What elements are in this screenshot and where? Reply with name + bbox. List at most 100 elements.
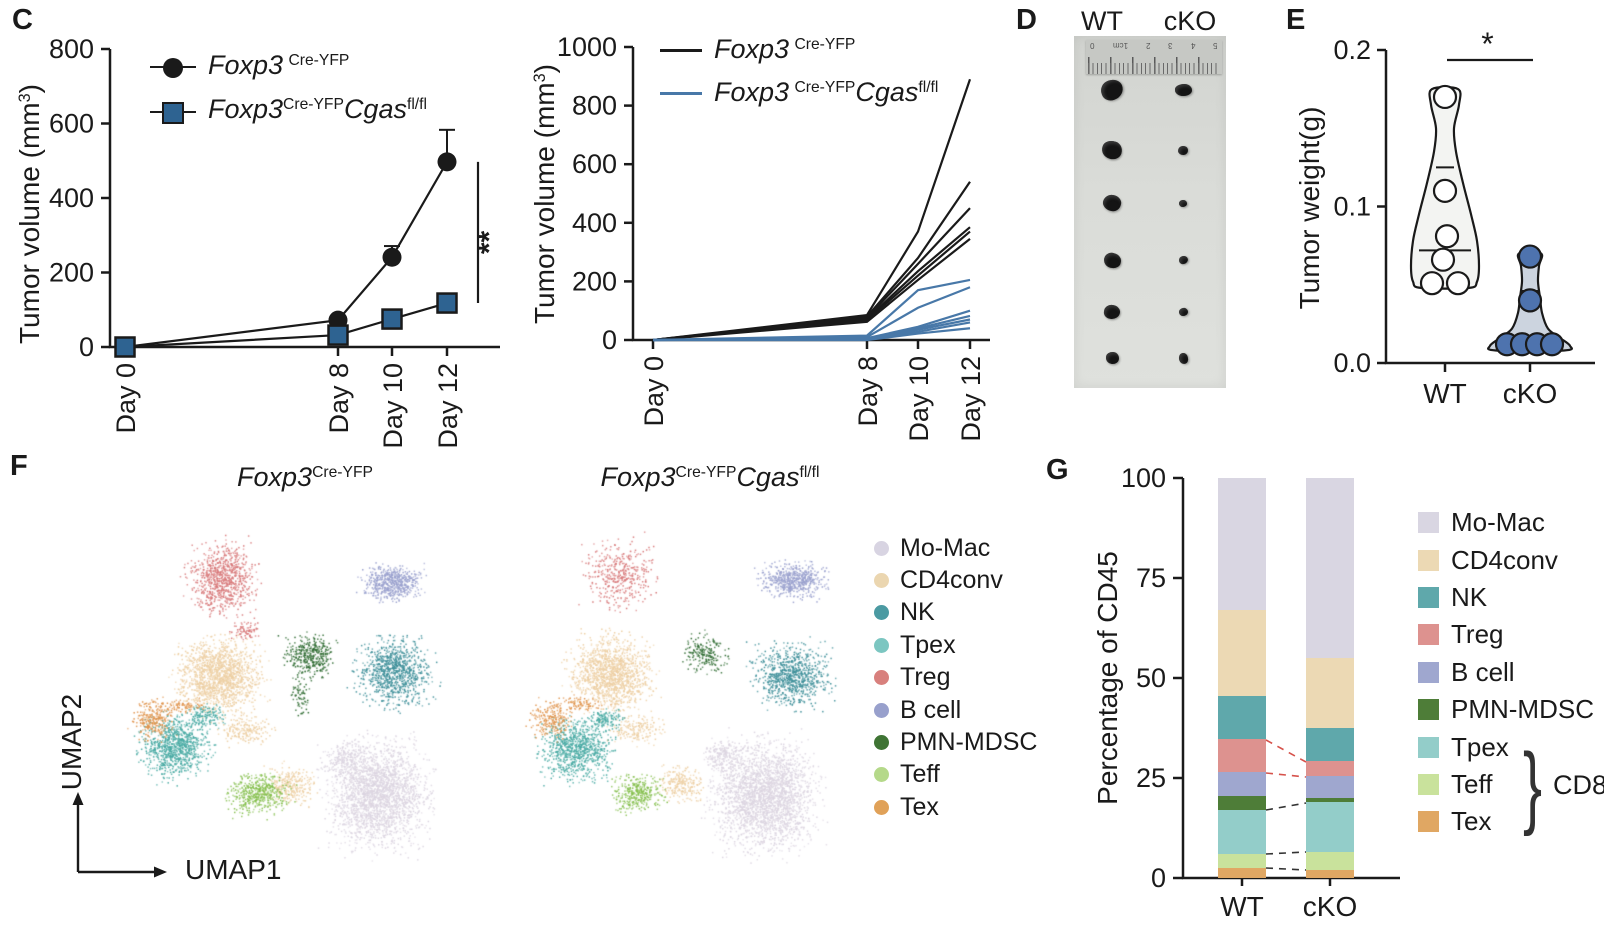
bcell-swatch bbox=[1418, 661, 1439, 683]
tumor-blob bbox=[1177, 255, 1189, 265]
svg-text:400: 400 bbox=[49, 183, 94, 213]
pmn-mdsc-swatch bbox=[1418, 699, 1439, 721]
legend-sup: fl/fl bbox=[918, 79, 939, 97]
tpex-swatch bbox=[1418, 736, 1439, 758]
panel-c-label: C bbox=[12, 4, 33, 36]
svg-text:800: 800 bbox=[572, 91, 617, 121]
svg-text:Day 10: Day 10 bbox=[904, 356, 934, 442]
svg-text:400: 400 bbox=[572, 208, 617, 238]
title-text: Foxp3 bbox=[237, 462, 313, 492]
svg-text:0.2: 0.2 bbox=[1333, 35, 1371, 65]
svg-text:1000: 1000 bbox=[557, 32, 617, 62]
tumor-blob bbox=[1099, 138, 1125, 162]
ylabel-text: ) bbox=[529, 64, 560, 74]
svg-text:WT: WT bbox=[1220, 891, 1264, 922]
bcell-swatch bbox=[874, 702, 889, 718]
legend-item: CD4conv bbox=[874, 564, 1038, 596]
svg-text:WT: WT bbox=[1423, 378, 1467, 409]
svg-text:50: 50 bbox=[1136, 663, 1166, 693]
umap2-axis-label: UMAP2 bbox=[56, 693, 87, 791]
svg-text:cKO: cKO bbox=[1303, 891, 1357, 922]
legend-item: PMN-MDSC bbox=[1418, 691, 1594, 728]
panel-d-label: D bbox=[1016, 4, 1037, 36]
title-sup: Cre-YFP bbox=[675, 464, 737, 482]
legend-sup: Cre-YFP bbox=[794, 79, 856, 97]
svg-text:cKO: cKO bbox=[1503, 378, 1557, 409]
ylabel-text: Tumor volume (mm bbox=[529, 82, 560, 325]
legend-item: Teff bbox=[874, 759, 1038, 791]
nk-swatch bbox=[1418, 586, 1439, 608]
legend-marker-circle bbox=[150, 58, 196, 78]
svg-text:200: 200 bbox=[572, 266, 617, 296]
column-label-cko: cKO bbox=[1163, 6, 1217, 36]
legend-item: NK bbox=[874, 597, 1038, 629]
svg-text:*: * bbox=[1481, 26, 1493, 62]
panel-e-label: E bbox=[1286, 4, 1306, 36]
legend-text: Foxp3 bbox=[208, 50, 284, 80]
legend-marker-square bbox=[150, 102, 196, 124]
legend-item: Teff bbox=[1418, 766, 1594, 803]
svg-text:0: 0 bbox=[79, 332, 94, 362]
panel-g-label: G bbox=[1046, 454, 1069, 486]
svg-text:600: 600 bbox=[49, 109, 94, 139]
tumor-blob bbox=[1177, 351, 1189, 365]
tumor-photo: 0 1cm 2 3 4 5 bbox=[1074, 36, 1226, 388]
tumor-blob bbox=[1103, 303, 1121, 321]
ruler-ticks bbox=[1088, 63, 1220, 74]
cd4conv-swatch bbox=[874, 573, 889, 589]
legend-foxp3-cgas: Foxp3 Cre-YFPCgasfl/fl bbox=[714, 77, 938, 108]
panel-f-label: F bbox=[10, 450, 28, 482]
tumor-blob bbox=[1102, 251, 1122, 269]
svg-text:100: 100 bbox=[1121, 463, 1166, 493]
ruler-number: 0 bbox=[1090, 41, 1095, 50]
title-sup: fl/fl bbox=[799, 464, 820, 482]
g-y-axis-title: Percentage of CD45 bbox=[1092, 551, 1123, 805]
legend-item: Mo-Mac bbox=[1418, 504, 1594, 541]
cd8-brace: } bbox=[1523, 735, 1543, 837]
legend-text: Foxp3 bbox=[714, 34, 790, 64]
nk-swatch bbox=[874, 605, 889, 621]
tumor-blob bbox=[1098, 76, 1126, 104]
svg-text:0.0: 0.0 bbox=[1333, 348, 1371, 378]
title-sup: Cre-YFP bbox=[312, 464, 373, 482]
legend-sup: fl/fl bbox=[406, 96, 427, 114]
svg-text:Day 0: Day 0 bbox=[639, 356, 669, 427]
legend-text: Foxp3 bbox=[714, 77, 790, 107]
umap-title-wt: Foxp3Cre-YFP bbox=[160, 462, 450, 493]
legend-item: B cell bbox=[1418, 654, 1594, 691]
c1-y-axis-title: Tumor volume (mm3) bbox=[14, 64, 46, 364]
cd4conv-swatch bbox=[1418, 549, 1439, 571]
svg-text:600: 600 bbox=[572, 149, 617, 179]
ruler-number: 3 bbox=[1168, 41, 1173, 50]
mo-mac-swatch bbox=[1418, 512, 1439, 534]
umap-scatter-wt bbox=[85, 490, 485, 890]
legend-text: Cgas bbox=[343, 94, 407, 124]
ylabel-text: Tumor volume (mm bbox=[14, 102, 45, 345]
legend-item: NK bbox=[1418, 579, 1594, 616]
tpex-swatch bbox=[874, 637, 889, 653]
mo-mac-swatch bbox=[874, 540, 889, 556]
svg-text:Day 8: Day 8 bbox=[324, 363, 354, 434]
c2-y-axis-title: Tumor volume (mm3) bbox=[529, 44, 561, 344]
stacked-bar-legend: Mo-Mac CD4conv NK Treg B cell PMN-MDSC T… bbox=[1418, 504, 1594, 841]
svg-text:0: 0 bbox=[602, 325, 617, 355]
umap-scatter-cko bbox=[495, 490, 895, 890]
title-text: Cgas bbox=[736, 462, 800, 492]
ylabel-sup: 3 bbox=[16, 93, 35, 103]
teff-swatch bbox=[874, 767, 889, 783]
ruler-number: 1cm bbox=[1112, 41, 1128, 50]
svg-text:200: 200 bbox=[49, 258, 94, 288]
legend-text: Cgas bbox=[855, 77, 919, 107]
e-y-axis-title: Tumor weight(g) bbox=[1294, 106, 1325, 310]
treg-swatch bbox=[874, 670, 889, 686]
legend-item: Tex bbox=[1418, 803, 1594, 840]
ylabel-sup: 3 bbox=[531, 73, 550, 83]
tex-swatch bbox=[1418, 811, 1439, 833]
legend-foxp3-creyfp: Foxp3 Cre-YFP bbox=[714, 34, 855, 65]
svg-text:0.1: 0.1 bbox=[1333, 192, 1371, 222]
legend-item: B cell bbox=[874, 694, 1038, 726]
legend-item: PMN-MDSC bbox=[874, 726, 1038, 758]
legend-line-black bbox=[660, 49, 702, 52]
